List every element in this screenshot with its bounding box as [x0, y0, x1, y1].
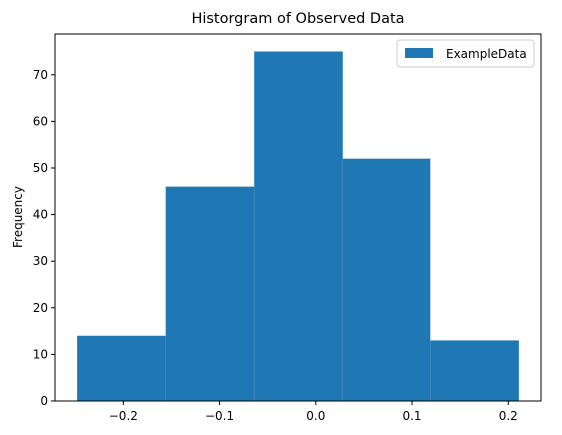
- y-tick-label: 60: [33, 114, 48, 128]
- x-tick-label: 0.1: [402, 409, 421, 423]
- histogram-bar-3: [254, 51, 343, 401]
- y-tick-label: 30: [33, 254, 48, 268]
- y-tick-label: 50: [33, 161, 48, 175]
- x-tick-label: 0.2: [499, 409, 518, 423]
- y-tick-label: 40: [33, 208, 48, 222]
- histogram-bar-5: [430, 340, 519, 401]
- legend-swatch: [405, 48, 433, 58]
- histogram-bar-4: [342, 158, 431, 401]
- histogram-bar-2: [165, 186, 255, 401]
- y-tick-label: 0: [40, 394, 48, 408]
- x-tick-label: −0.2: [109, 409, 138, 423]
- legend-label: ExampleData: [446, 47, 527, 61]
- plot-frame: [54, 33, 542, 402]
- y-tick-label: 20: [33, 301, 48, 315]
- legend-box: [396, 39, 535, 68]
- histogram-bar-1: [77, 335, 166, 401]
- x-tick-label: 0.0: [306, 409, 325, 423]
- x-axis-ticks: −0.2 −0.1 0.0 0.1 0.2: [109, 401, 518, 423]
- y-axis-ticks: 0 10 20 30 40 50 60 70: [33, 68, 55, 408]
- bars-group: [77, 51, 519, 401]
- y-tick-label: 70: [33, 68, 48, 82]
- y-axis-label: Frequency: [11, 186, 25, 248]
- x-tick-label: −0.1: [205, 409, 234, 423]
- legend: ExampleData: [396, 39, 535, 68]
- chart-title: Historgram of Observed Data: [191, 11, 404, 27]
- y-tick-label: 10: [33, 347, 48, 361]
